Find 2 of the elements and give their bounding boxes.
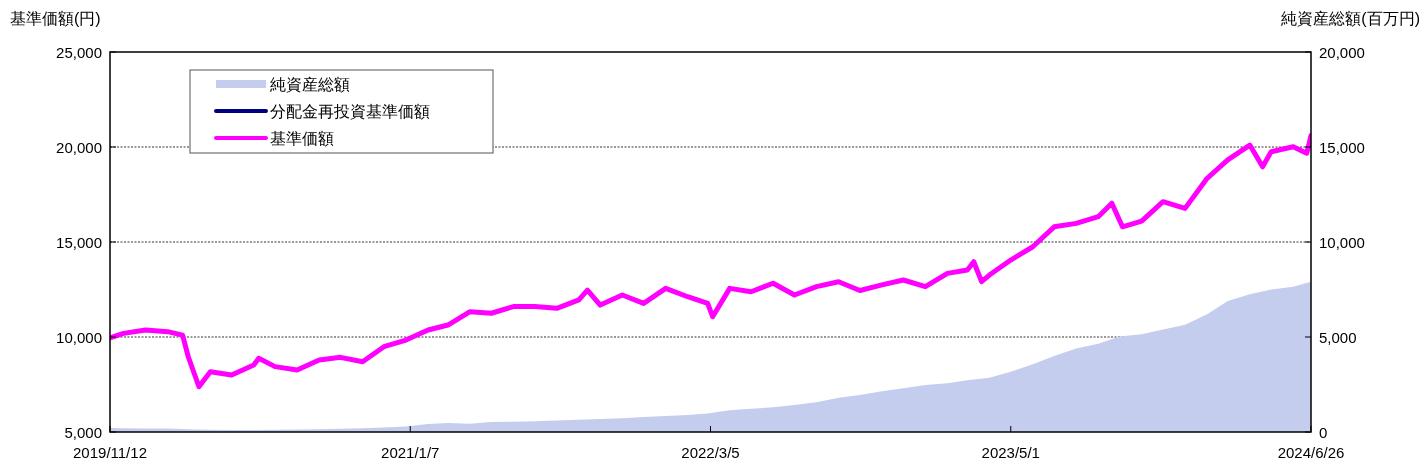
- ylabel: 基準価額(円): [10, 10, 101, 27]
- y2label: 純資産総額(百万円): [1281, 10, 1420, 27]
